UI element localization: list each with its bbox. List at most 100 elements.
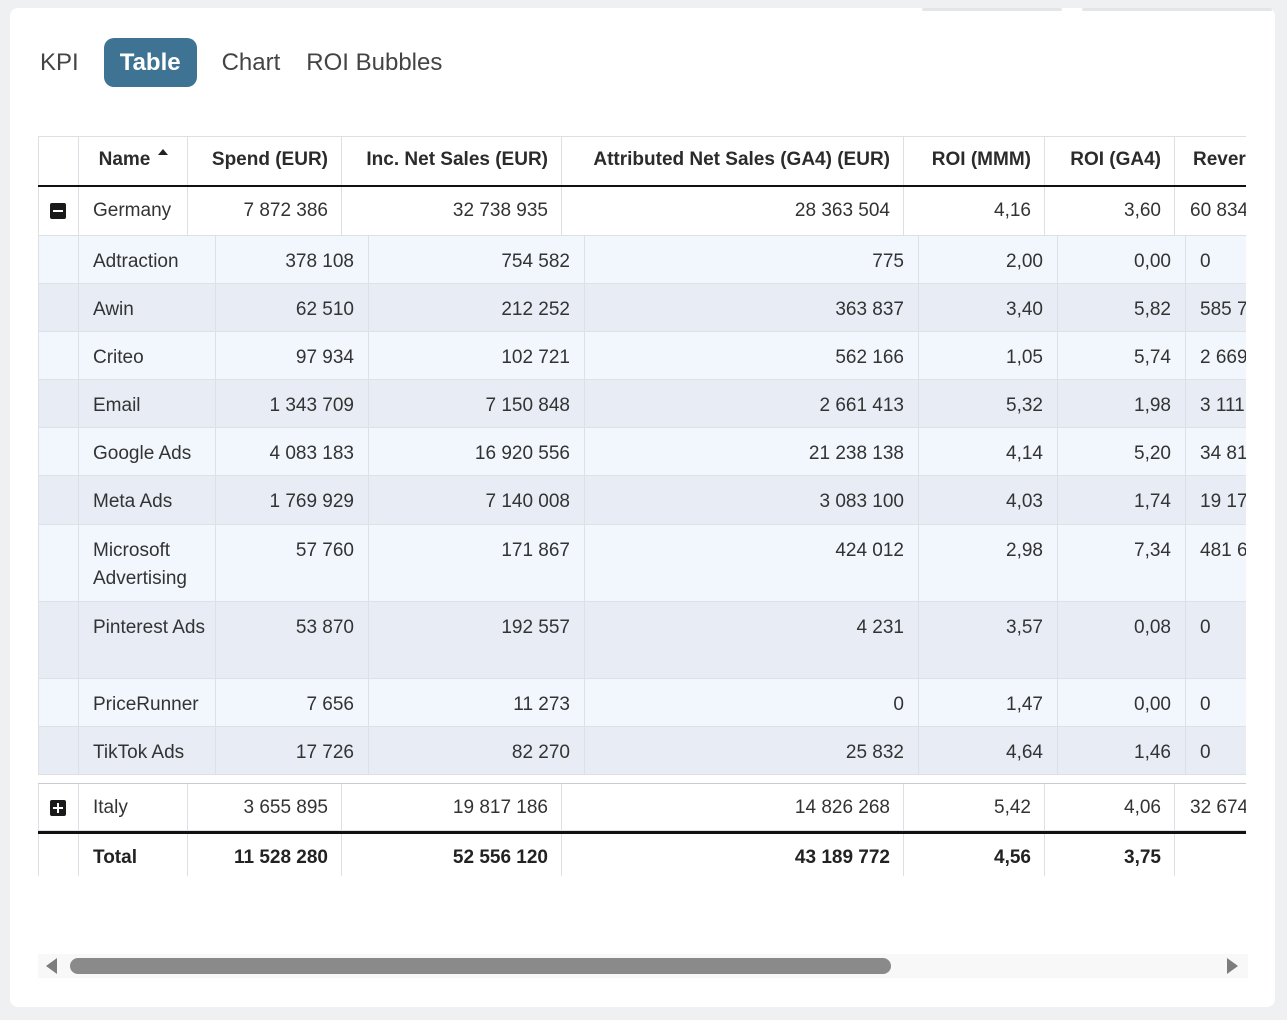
total-row: Total 11 528 280 52 556 120 43 189 772 4… [38, 831, 1246, 876]
cell-inc-net-sales: 192 557 [368, 602, 585, 678]
tab-chart[interactable]: Chart [221, 49, 281, 76]
cell-attributed: 4 231 [584, 602, 919, 678]
header-roi-mmm[interactable]: ROI (MMM) [903, 137, 1045, 185]
header-spend[interactable]: Spend (EUR) [187, 137, 342, 185]
table-row[interactable]: Microsoft Advertising 57 760 171 867 424 01… [38, 525, 1246, 602]
cell-roi-mmm: 1,05 [918, 332, 1058, 379]
header-revenue[interactable]: Rever [1174, 137, 1246, 185]
indent-cell [38, 236, 79, 283]
cell-revenue: 60 834 [1174, 187, 1246, 235]
table-row[interactable]: PriceRunner 7 656 11 273 0 1,47 0,00 0 [38, 679, 1246, 727]
cell-roi-mmm: 4,14 [918, 428, 1058, 475]
total-expand-cell [38, 834, 79, 876]
cell-inc-net-sales: 19 817 186 [341, 784, 562, 830]
table-row[interactable]: Email 1 343 709 7 150 848 2 661 413 5,32 1,98… [38, 380, 1246, 428]
cell-inc-net-sales: 754 582 [368, 236, 585, 283]
table-row: Germany 7 872 386 32 738 935 28 363 504 … [38, 187, 1246, 236]
indent-cell [38, 284, 79, 331]
tab-kpi[interactable]: KPI [40, 49, 79, 76]
cell-attributed: 28 363 504 [561, 187, 904, 235]
header-roi-ga4[interactable]: ROI (GA4) [1044, 137, 1175, 185]
scroll-right-arrow-icon[interactable] [1227, 958, 1238, 974]
data-table: Name Spend (EUR) Inc. Net Sales (EUR) At… [38, 136, 1246, 876]
cell-attributed: 25 832 [584, 727, 919, 774]
header-inc-net-sales[interactable]: Inc. Net Sales (EUR) [341, 137, 562, 185]
scroll-left-arrow-icon[interactable] [46, 958, 57, 974]
tab-table[interactable]: Table [103, 38, 197, 87]
cell-spend: 17 726 [215, 727, 369, 774]
header-attributed-net-sales[interactable]: Attributed Net Sales (GA4) (EUR) [561, 137, 904, 185]
cell-attributed: 363 837 [584, 284, 919, 331]
table-row[interactable]: Google Ads 4 083 183 16 920 556 21 238 138 4… [38, 428, 1246, 476]
cell-inc-net-sales: 82 270 [368, 727, 585, 774]
cell-roi-mmm: 5,32 [918, 380, 1058, 427]
cell-revenue: 19 17 [1185, 476, 1246, 524]
total-label: Total [78, 834, 188, 876]
table-row[interactable]: Adtraction 378 108 754 582 775 2,00 0,00 0 [38, 236, 1246, 284]
table-row[interactable]: Criteo 97 934 102 721 562 166 1,05 5,74 2 669 [38, 332, 1246, 380]
cell-revenue: 32 674 [1174, 784, 1246, 830]
table-header: Name Spend (EUR) Inc. Net Sales (EUR) At… [38, 136, 1246, 188]
cell-roi-mmm: 4,03 [918, 476, 1058, 524]
tab-roi-bubbles[interactable]: ROI Bubbles [306, 49, 443, 76]
cell-roi-mmm: 4,64 [918, 727, 1058, 774]
header-inc-net-sales-label: Inc. Net Sales (EUR) [366, 149, 548, 170]
expand-cell [38, 784, 79, 830]
cell-roi-ga4: 0,00 [1057, 679, 1186, 726]
table-row[interactable]: TikTok Ads 17 726 82 270 25 832 4,64 1,46 0 [38, 727, 1246, 775]
cell-spend: 97 934 [215, 332, 369, 379]
cell-roi-ga4: 0,08 [1057, 602, 1186, 678]
table-row[interactable]: Pinterest Ads 53 870 192 557 4 231 3,57 0,08 0 [38, 602, 1246, 679]
table-row[interactable]: Awin 62 510 212 252 363 837 3,40 5,82 585 7 [38, 284, 1246, 332]
cell-inc-net-sales: 102 721 [368, 332, 585, 379]
total-revenue [1174, 834, 1246, 876]
cell-inc-net-sales: 212 252 [368, 284, 585, 331]
cell-spend: 378 108 [215, 236, 369, 283]
shadow-strip [1082, 8, 1272, 11]
cell-revenue: 585 7 [1185, 284, 1246, 331]
total-roi-ga4: 3,75 [1044, 834, 1175, 876]
cell-revenue: 481 6 [1185, 525, 1246, 601]
header-name-label: Name [98, 149, 151, 170]
expand-icon[interactable] [50, 800, 66, 816]
child-name: Microsoft Advertising [78, 525, 216, 601]
cell-spend: 7 872 386 [187, 187, 342, 235]
group-name: Germany [78, 187, 188, 235]
indent-cell [38, 332, 79, 379]
view-tabs: KPI Table Chart ROI Bubbles [32, 38, 455, 87]
cell-spend: 53 870 [215, 602, 369, 678]
header-roi-mmm-label: ROI (MMM) [931, 149, 1031, 170]
indent-cell [38, 679, 79, 726]
total-spend: 11 528 280 [187, 834, 342, 876]
total-inc-net-sales: 52 556 120 [341, 834, 562, 876]
cell-attributed: 2 661 413 [584, 380, 919, 427]
header-name[interactable]: Name [78, 137, 188, 185]
table-row[interactable]: Meta Ads 1 769 929 7 140 008 3 083 100 4,03 1… [38, 476, 1246, 525]
header-revenue-label: Rever [1193, 149, 1246, 170]
cell-roi-ga4: 1,98 [1057, 380, 1186, 427]
header-expand-col [38, 137, 79, 185]
cell-inc-net-sales: 7 150 848 [368, 380, 585, 427]
cell-revenue: 2 669 [1185, 332, 1246, 379]
header-attributed-label: Attributed Net Sales (GA4) (EUR) [593, 149, 890, 170]
cell-roi-ga4: 3,60 [1044, 187, 1175, 235]
child-name: Adtraction [78, 236, 216, 283]
cell-revenue: 0 [1185, 679, 1246, 726]
cell-roi-mmm: 4,16 [903, 187, 1045, 235]
cell-roi-mmm: 3,40 [918, 284, 1058, 331]
cell-spend: 62 510 [215, 284, 369, 331]
cell-spend: 57 760 [215, 525, 369, 601]
sort-ascending-icon [158, 149, 169, 155]
cell-attributed: 562 166 [584, 332, 919, 379]
horizontal-scrollbar[interactable] [38, 954, 1248, 978]
child-name: Awin [78, 284, 216, 331]
cell-attributed: 14 826 268 [561, 784, 904, 830]
scrollbar-thumb[interactable] [70, 958, 891, 974]
collapse-icon[interactable] [50, 203, 66, 219]
cell-spend: 3 655 895 [187, 784, 342, 830]
cell-roi-ga4: 1,46 [1057, 727, 1186, 774]
cell-revenue: 34 81 [1185, 428, 1246, 475]
child-name: TikTok Ads [78, 727, 216, 774]
cell-roi-mmm: 1,47 [918, 679, 1058, 726]
cell-inc-net-sales: 11 273 [368, 679, 585, 726]
